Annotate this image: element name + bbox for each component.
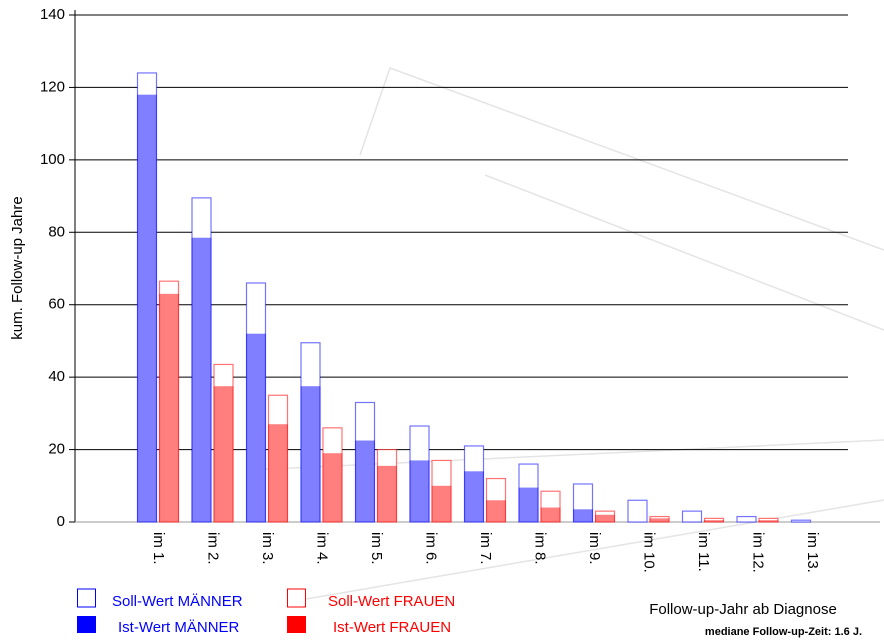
x-tick-label: im 8. [532, 532, 549, 565]
x-tick-label: im 4. [314, 532, 331, 565]
bar [649, 518, 670, 522]
legend-swatch [287, 616, 306, 633]
legend-swatch [77, 616, 96, 633]
x-tick-label: im 7. [477, 532, 494, 565]
bar [355, 440, 375, 522]
bar [137, 94, 157, 523]
y-tick-label: 80 [48, 223, 65, 240]
x-tick-label: im 11. [695, 532, 712, 572]
y-tick-label: 0 [57, 513, 65, 530]
bar [595, 514, 615, 522]
y-tick-label: 20 [48, 441, 65, 458]
bar [300, 386, 321, 522]
legend-label: Soll-Wert MÄNNER [112, 593, 243, 610]
x-tick-label: im 5. [368, 532, 385, 565]
bar-outline [681, 510, 703, 523]
y-tick-label: 100 [40, 151, 65, 168]
legend-swatch [287, 588, 306, 608]
bar [213, 386, 234, 522]
x-tick-label: im 12. [750, 532, 767, 573]
bar [704, 520, 724, 522]
bar [409, 460, 430, 522]
note: mediane Follow-up-Zeit: 1.6 J. [705, 626, 862, 638]
legend-label: Soll-Wert FRAUEN [328, 593, 455, 610]
x-axis-label: Follow-up-Jahr ab Diagnose [649, 601, 837, 618]
legend-swatch [77, 588, 96, 608]
legend-label: Ist-Wert MÄNNER [118, 619, 240, 636]
x-tick-label: im 3. [259, 532, 276, 565]
bar [322, 453, 343, 522]
bar-outline [790, 519, 812, 523]
y-tick-label: 40 [48, 368, 65, 385]
y-axis-label: kum. Follow-up Jahre [9, 196, 26, 339]
watermark [249, 67, 884, 601]
y-tick-label: 60 [48, 296, 65, 313]
bar [486, 500, 506, 522]
bar-outline [736, 515, 757, 523]
x-tick-label: im 6. [423, 532, 440, 565]
bar [159, 293, 179, 522]
bar [464, 471, 484, 522]
bar [573, 509, 593, 522]
bar [431, 485, 452, 522]
bar [268, 424, 288, 522]
bar [377, 465, 397, 522]
x-tick-label: im 10. [641, 532, 658, 573]
bar-outline [627, 499, 648, 523]
x-tick-label: im 9. [586, 532, 603, 565]
x-tick-label: im 2. [205, 532, 222, 565]
bar [758, 520, 779, 522]
x-tick-label: im 1. [150, 532, 167, 565]
x-tick-label: im 13. [804, 532, 821, 573]
bar [540, 507, 561, 522]
legend-label: Ist-Wert FRAUEN [333, 619, 451, 636]
bar [246, 333, 266, 522]
y-tick-label: 140 [40, 6, 65, 23]
y-tick-label: 120 [40, 78, 65, 95]
bar [518, 487, 539, 522]
bar [191, 237, 212, 523]
